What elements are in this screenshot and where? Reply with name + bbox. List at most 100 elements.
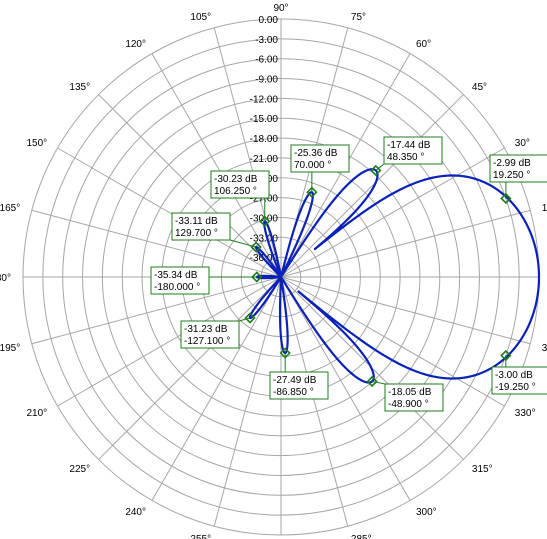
angle-tick-label: 330° [515,408,536,419]
angle-tick-label: 60° [416,39,431,50]
angle-tick-label: 90° [273,3,288,14]
angle-tick-label: 285° [351,534,372,539]
marker-label-box [180,320,240,349]
pattern-series [248,168,541,384]
marker-angle-label: -180.000 ° [154,282,200,293]
marker-diamond-icon [244,312,256,324]
marker-label-box [491,366,547,395]
angle-spoke [31,209,282,278]
marker-diamond-icon [279,347,291,359]
angle-spoke [57,147,282,278]
angle-tick-label: 75° [351,12,366,23]
angle-tick-label: 165° [0,203,20,214]
angle-tick-label: 240° [125,507,146,518]
angle-tick-label: 105° [190,12,211,23]
marker-label-box [383,136,443,165]
marker: -35.34 dB-180.000 ° [150,266,263,295]
marker-diamond-icon [306,186,318,198]
marker-angle-label: 70.000 ° [294,160,331,171]
angle-tick-label: 345° [542,343,547,354]
radial-tick-label: -30.00 [250,214,279,225]
angle-tick-label: 180° [0,273,11,284]
marker-db-label: -18.05 dB [388,387,432,398]
marker-label-box [171,212,231,241]
marker-angle-label: -19.250 ° [495,382,536,393]
marker-angle-label: -86.850 ° [273,387,314,398]
marker-leader-line [238,317,251,322]
angle-tick-label: 300° [416,507,437,518]
radial-tick-label: -27.00 [250,194,279,205]
angle-tick-label: 225° [69,464,90,475]
angle-spoke [98,276,282,460]
marker-diamond-icon [370,164,382,177]
marker-label-box [489,154,547,183]
marker-angle-label: 19.250 ° [493,170,530,181]
marker-diamond-icon [251,271,263,283]
marker-diamond-icon [259,215,271,227]
radial-tick-label: -9.00 [255,75,278,86]
angle-spoke [280,276,349,527]
angle-spoke [280,276,531,345]
angle-tick-label: 135° [69,82,90,93]
angle-tick-label: 315° [472,464,493,475]
angle-spoke [151,276,282,501]
angle-tick-label: 150° [27,138,48,149]
radial-tick-label: -15.00 [250,114,279,125]
marker: -3.00 dB-19.250 ° [491,349,547,395]
marker: -18.05 dB-48.900 ° [366,375,444,412]
angle-spoke [31,276,282,345]
angle-spoke [280,94,464,278]
marker-angle-label: 106.250 ° [214,186,257,197]
angle-spoke [280,147,505,278]
marker-diamond-icon [366,375,378,388]
radial-tick-label: -6.00 [255,55,278,66]
angle-tick-label: 120° [125,39,146,50]
marker: -31.23 dB-127.100 ° [180,312,256,349]
angle-spoke [280,276,411,501]
marker-leader-line [375,163,385,171]
angle-spoke [213,276,282,527]
pattern-curve [248,168,541,384]
radial-tick-label: -33.00 [250,233,279,244]
marker-diamond-icon [500,349,512,362]
angle-tick-label: 210° [27,408,48,419]
radial-tick-label: -18.00 [250,134,279,145]
marker-db-label: -30.23 dB [214,174,258,185]
marker-label-box [150,266,210,295]
marker-angle-label: 48.350 ° [387,152,424,163]
marker-db-label: -27.49 dB [273,375,317,386]
marker: -27.49 dB-86.850 ° [269,347,329,400]
angle-spoke [57,276,282,407]
marker-angle-label: -127.100 ° [184,336,230,347]
angle-spoke [98,94,282,278]
marker-label-box [269,371,329,400]
marker-db-label: -3.00 dB [495,370,533,381]
angle-tick-labels: 0°15°30°45°60°75°90°105°120°135°150°165°… [0,3,547,539]
marker-db-label: -17.44 dB [387,140,431,151]
angle-tick-label: 15° [542,203,547,214]
marker-db-label: -35.34 dB [154,270,198,281]
angle-tick-label: 30° [515,138,530,149]
marker-diamond-icon [500,192,512,205]
angle-tick-label: 195° [0,343,20,354]
angle-spoke [280,209,531,278]
marker-db-label: -31.23 dB [184,324,228,335]
radial-tick-label: -21.00 [250,154,279,165]
marker-angle-label: 129.700 ° [175,228,218,239]
marker-leader-line [372,380,386,385]
radial-tick-label: 0.00 [259,15,279,26]
marker-db-label: -25.36 dB [294,148,338,159]
marker-label-box [384,383,444,412]
angle-tick-label: 45° [472,82,487,93]
marker-label-box [290,144,350,173]
radial-tick-label: -3.00 [255,35,278,46]
marker-diamond-icon [250,241,262,253]
angle-tick-label: 255° [190,534,211,539]
